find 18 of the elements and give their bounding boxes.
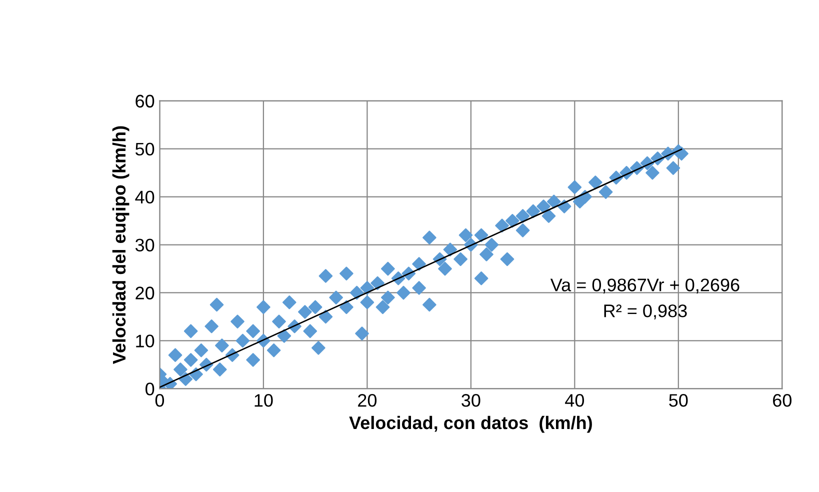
y-tick-label: 60	[136, 94, 154, 108]
y-tick-label: 20	[136, 286, 154, 300]
y-axis-title: Velocidad del euqipo (km/h)	[112, 126, 130, 364]
y-tick-label: 10	[136, 334, 154, 348]
x-tick-label: 10	[254, 394, 273, 407]
x-tick-label: 40	[565, 394, 584, 407]
annotation: Va = 0,9867Vr + 0,2696	[550, 278, 740, 294]
y-tick-label: 0	[146, 382, 154, 396]
x-axis-title: Velocidad, con datos (km/h)	[349, 416, 592, 433]
x-tick-label: 20	[358, 394, 377, 407]
y-tick-label: 50	[135, 142, 154, 156]
x-tick-label: 30	[462, 394, 480, 407]
annotation: R² = 0,983	[604, 304, 687, 320]
y-tick-label: 40	[135, 190, 154, 204]
x-tick-label: 60	[773, 394, 792, 407]
x-tick-label: 0	[155, 394, 164, 407]
x-tick-label: 50	[669, 394, 688, 407]
y-tick-label: 30	[135, 238, 154, 252]
